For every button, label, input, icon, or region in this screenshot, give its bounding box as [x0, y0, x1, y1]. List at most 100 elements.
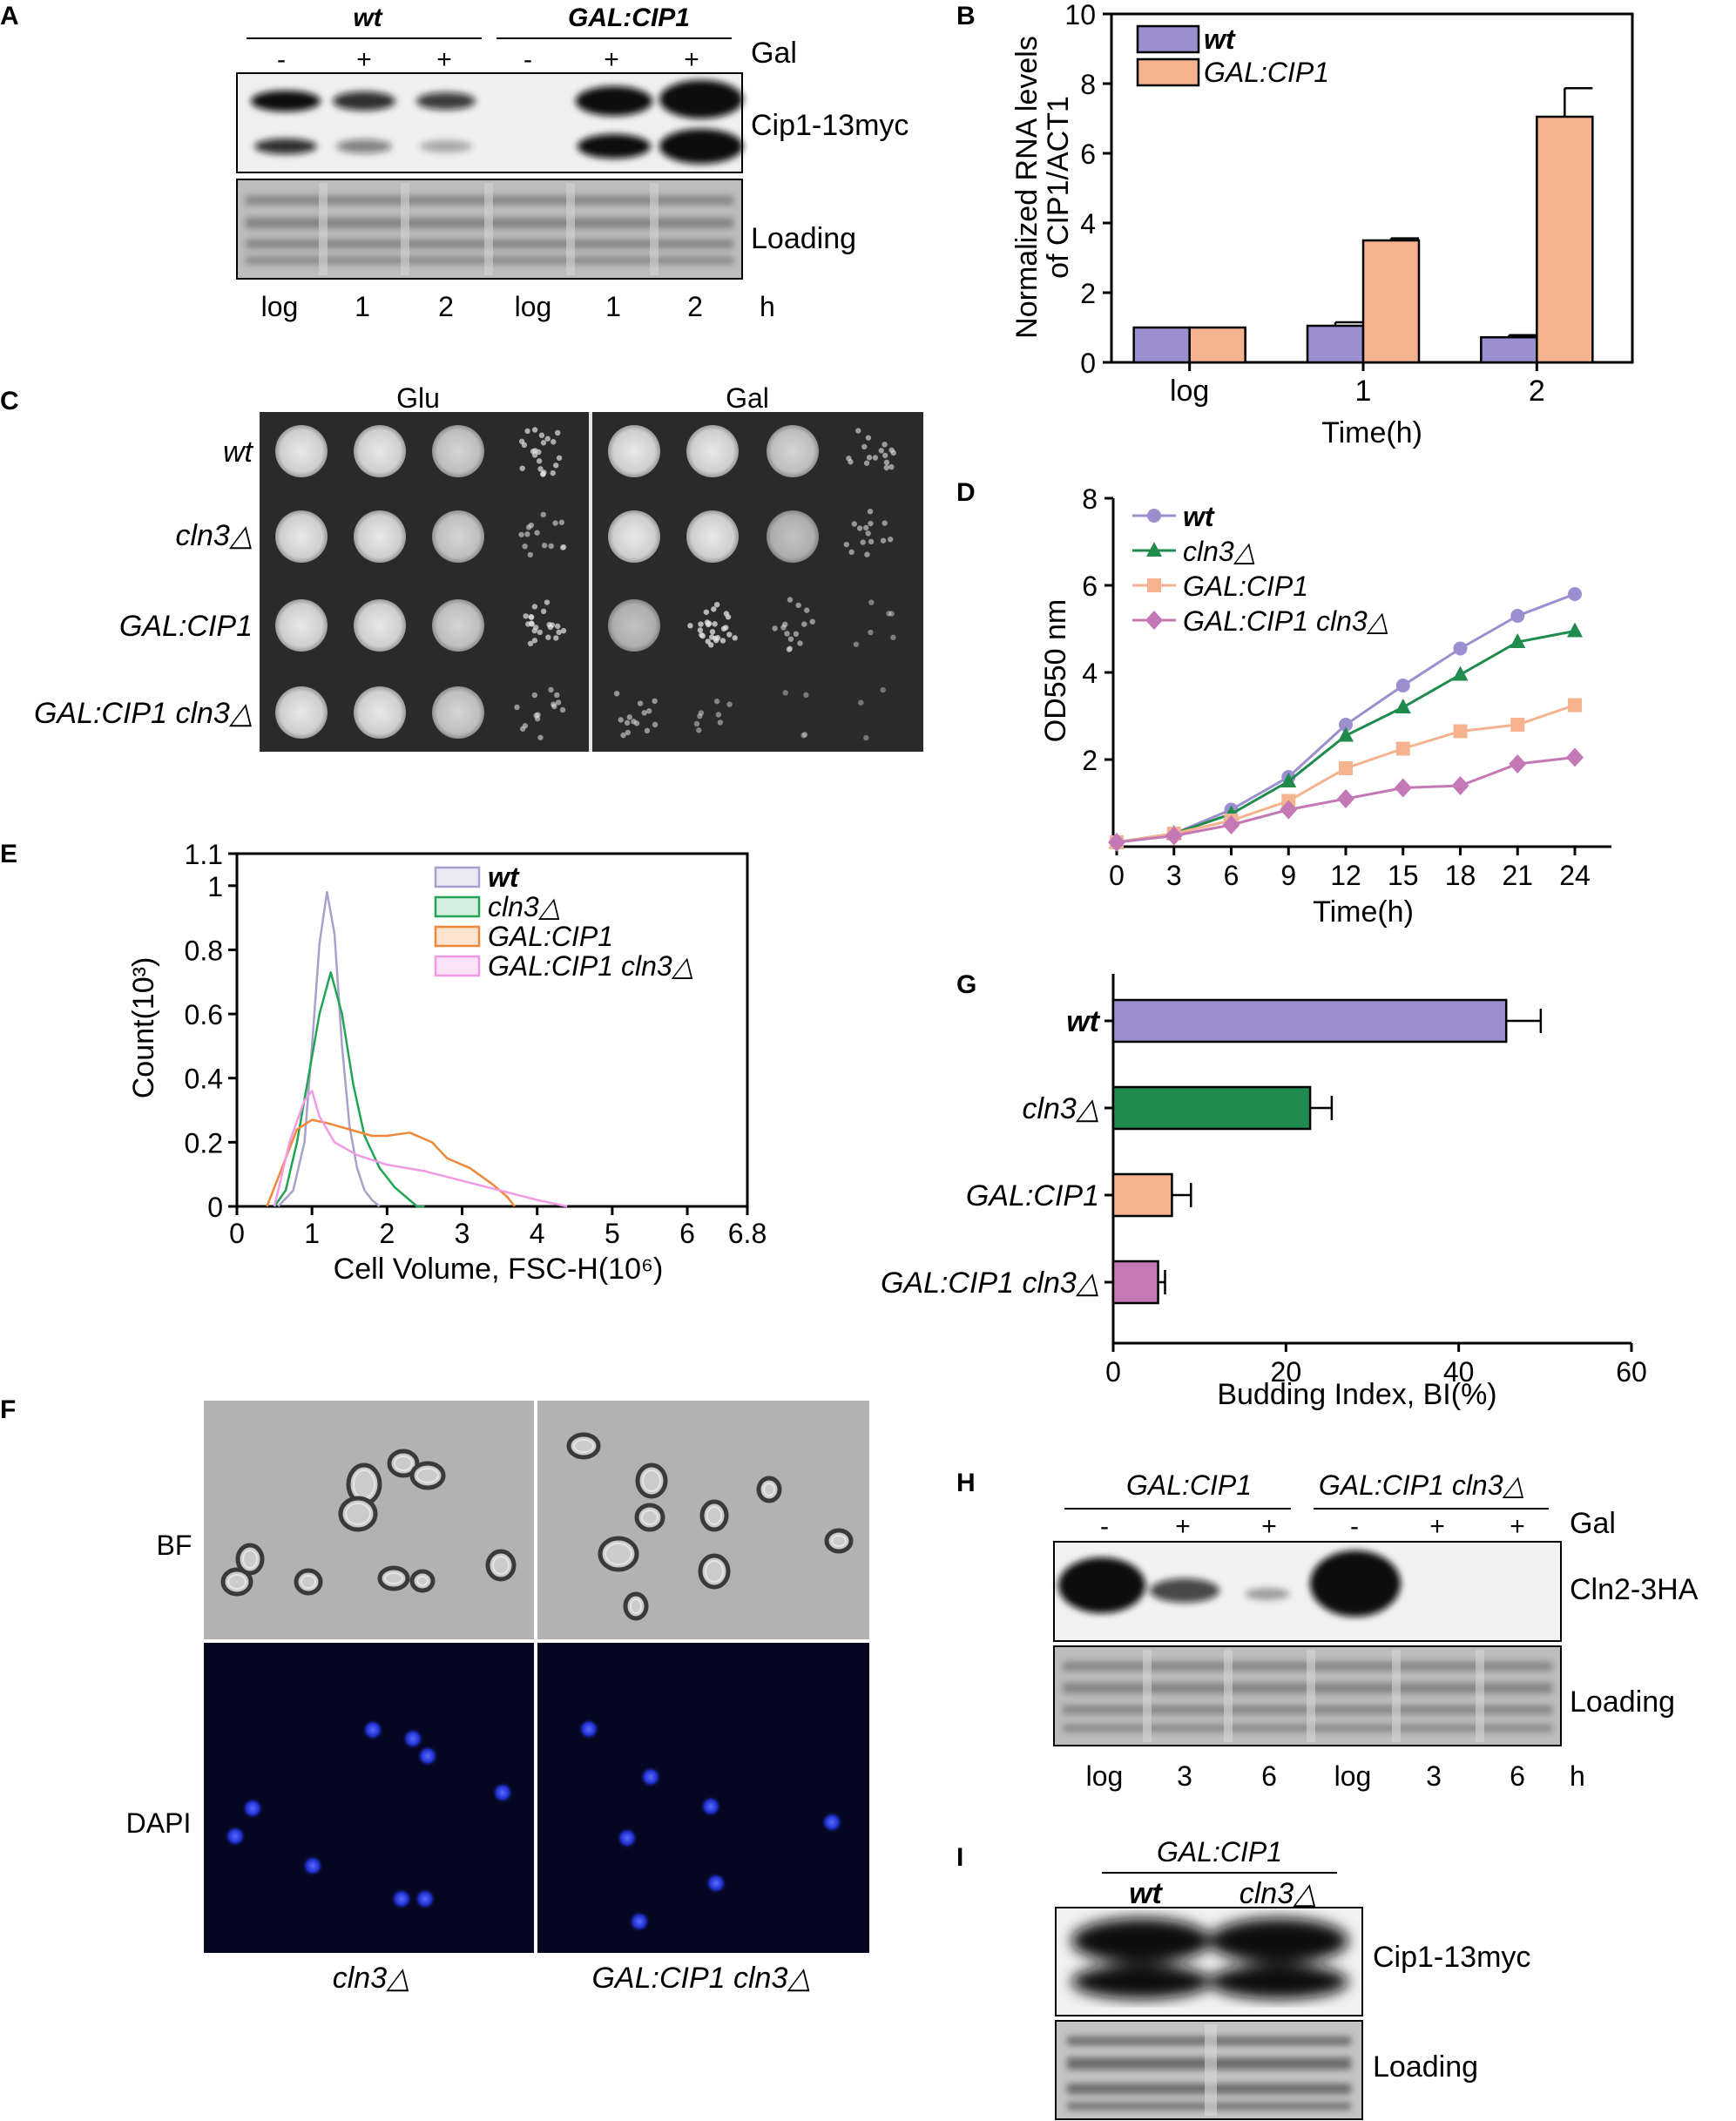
h-group-galcip1-cln3: GAL:CIP1 cln3△ [1319, 1469, 1524, 1501]
c-plate-divider [589, 412, 592, 752]
d-point [1108, 833, 1125, 852]
g-category-label: GAL:CIP1 cln3△ [881, 1267, 1099, 1300]
d-ytick-label: 6 [1082, 571, 1098, 602]
panel-f: F BF DAPI cln3△ GAL:CIP1 cln3△ [0, 1395, 869, 1995]
e-xtick-label: 2 [379, 1218, 395, 1249]
blot-label-cip1-13myc: Cip1-13myc [751, 109, 909, 142]
h-time-6: 6 [1510, 1760, 1525, 1792]
gal-label: Gal [751, 37, 797, 70]
c-spot-gal [686, 510, 739, 563]
g-category-label: GAL:CIP1 [966, 1179, 1099, 1212]
f-col-cln3: cln3△ [333, 1962, 410, 1995]
c-spot-gal [686, 425, 739, 477]
panel-label-d: D [956, 478, 976, 507]
c-spot-glu [354, 425, 406, 477]
c-row-galcip1-cln3: GAL:CIP1 cln3△ [34, 697, 253, 730]
d-ylabel: OD550 nm [1039, 599, 1072, 742]
panel-label-c: C [0, 387, 19, 415]
gal-sign-4: - [524, 45, 532, 74]
d-xtick-label: 24 [1559, 860, 1591, 891]
d-xlabel: Time(h) [1313, 895, 1414, 929]
c-spot-gal [608, 510, 660, 563]
d-point [1510, 718, 1525, 732]
b-legend-wt: wt [1204, 24, 1236, 55]
d-ytick-label: 4 [1082, 658, 1098, 689]
c-column-glu: Glu [396, 382, 440, 414]
d-xtick-label: 18 [1445, 860, 1476, 891]
c-spot-glu [432, 686, 484, 739]
c-spot-gal [767, 425, 819, 477]
e-legend-label: wt [488, 861, 520, 893]
i-group-label: GAL:CIP1 [1157, 1836, 1282, 1868]
e-xtick-label: 3 [455, 1218, 470, 1249]
e-series-line [266, 1118, 516, 1207]
f-cell [220, 1567, 253, 1597]
h-time-5: 3 [1426, 1760, 1442, 1792]
e-xtick-label: 0 [229, 1218, 245, 1249]
gal-sign-6: + [684, 45, 699, 74]
b-bar [1132, 326, 1191, 364]
gal-sign-2: + [356, 45, 372, 74]
d-point [1280, 773, 1297, 787]
h-time-4: log [1334, 1760, 1372, 1792]
e-xtick-label: 5 [605, 1218, 620, 1249]
f-nucleus [821, 1812, 842, 1833]
e-legend-swatch [434, 895, 481, 918]
g-bar [1111, 1260, 1159, 1305]
d-point [1339, 718, 1353, 732]
c-spot-gal [843, 508, 894, 557]
f-cell [698, 1553, 731, 1590]
d-point [1395, 699, 1411, 713]
panel-i: I GAL:CIP1 wt cln3△ Cip1-13myc Loading [956, 1836, 1530, 2120]
c-row-cln3: cln3△ [175, 519, 253, 552]
f-cells [220, 1432, 854, 1621]
b-legend-swatch-wt [1136, 24, 1200, 54]
d-point [1452, 665, 1469, 681]
d-point [1567, 622, 1583, 638]
f-row-dapi: DAPI [126, 1807, 192, 1839]
d-point [1395, 679, 1410, 692]
d-ytick-label: 2 [1082, 745, 1098, 776]
panel-a: A wt GAL:CIP1 - + + - + + Gal Cip1-13m [0, 2, 909, 322]
c-colonies [275, 425, 896, 741]
d-point [1510, 609, 1525, 623]
f-nucleus [629, 1911, 650, 1932]
h-time-2: 3 [1177, 1760, 1192, 1792]
c-spot-gal [693, 698, 733, 733]
c-column-gal: Gal [726, 382, 769, 414]
d-point [1395, 741, 1410, 756]
f-cell [377, 1565, 410, 1591]
h-time-3: 6 [1261, 1760, 1277, 1792]
d-point [1339, 761, 1353, 775]
d-legend-label: wt [1183, 501, 1215, 532]
d-point [1509, 754, 1527, 773]
b-bar [1188, 326, 1246, 364]
b-bar [1361, 239, 1421, 364]
d-legend-label: GAL:CIP1 [1183, 571, 1308, 602]
f-cell [623, 1591, 649, 1621]
gal-sign-3: + [436, 45, 452, 74]
time-label-1: log [261, 291, 299, 322]
panel-h: H GAL:CIP1 GAL:CIP1 cln3△ - + + - + + Ga… [956, 1469, 1699, 1792]
h-gal-sign-2: + [1175, 1512, 1191, 1541]
c-spot-glu [275, 510, 328, 563]
c-spot-glu [518, 511, 567, 558]
e-xtick-label: 4 [530, 1218, 545, 1249]
c-spot-gal [613, 691, 659, 739]
h-gal-sign-5: + [1429, 1512, 1445, 1541]
f-cell [634, 1503, 665, 1532]
h-time-1: log [1086, 1760, 1124, 1792]
c-spot-glu [432, 510, 484, 563]
f-nucleus [362, 1719, 383, 1740]
e-legend-swatch [434, 866, 481, 888]
c-spot-glu [432, 425, 484, 477]
b-ylabel-2: of CIP1/ACT1 [1042, 96, 1075, 279]
e-ytick-label: 0.8 [185, 935, 223, 966]
d-point [1453, 641, 1468, 656]
group-label-galcip1: GAL:CIP1 [568, 3, 690, 32]
d-point [1568, 587, 1582, 601]
b-xtick-label: log [1170, 375, 1209, 408]
h-gal-sign-4: - [1350, 1512, 1359, 1541]
b-ytick-label: 8 [1080, 69, 1096, 100]
e-ytick-label: 0.2 [185, 1127, 223, 1158]
